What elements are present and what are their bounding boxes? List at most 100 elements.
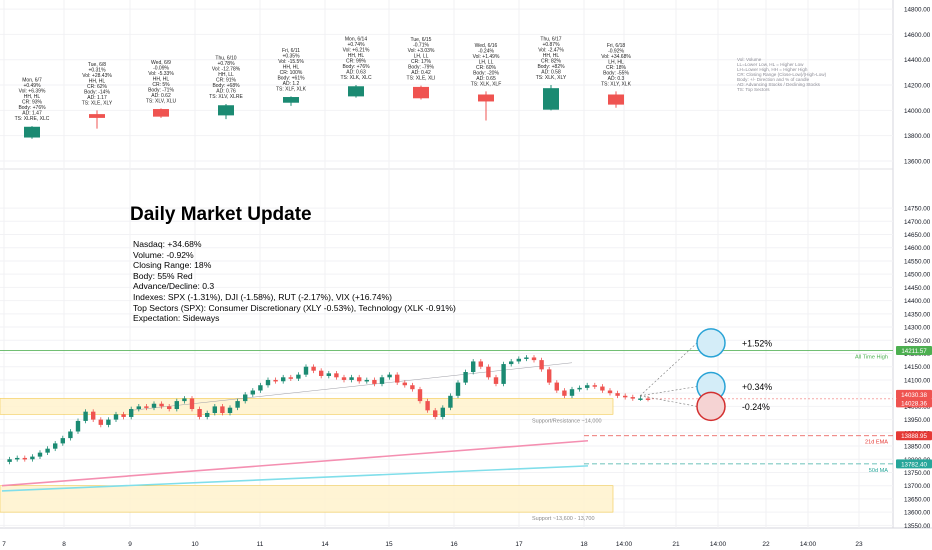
price-tick-label: 13750.00 bbox=[904, 470, 931, 477]
time-tick-label: 18 bbox=[580, 541, 588, 548]
price-candle-body bbox=[159, 403, 164, 407]
price-candle-body bbox=[37, 452, 43, 457]
candle-body bbox=[608, 94, 624, 105]
projection-line bbox=[639, 342, 698, 397]
candle-annotation: Body: -55% bbox=[603, 70, 629, 76]
candle-body bbox=[24, 126, 40, 138]
candle-annotation: CR: 82% bbox=[541, 59, 562, 65]
legend-line: LH=Lower High, HH = Higher High bbox=[737, 67, 808, 72]
price-candle-body bbox=[372, 379, 377, 384]
level-price-tag bbox=[896, 431, 932, 441]
price-candle-body bbox=[645, 398, 651, 400]
price-candle-body bbox=[113, 414, 119, 420]
price-candle-body bbox=[68, 431, 73, 439]
price-candle-body bbox=[455, 382, 461, 396]
candle-annotation: +0.31% bbox=[88, 67, 106, 73]
time-tick-label: 11 bbox=[257, 541, 264, 548]
price-candle-body bbox=[410, 385, 415, 390]
summary-line: Body: 55% Red bbox=[133, 270, 193, 281]
candle-annotation: Vol: +1.49% bbox=[473, 54, 500, 60]
price-candle-body bbox=[395, 374, 400, 383]
candle-annotation: LH, HL bbox=[608, 59, 624, 65]
candle-body bbox=[153, 109, 169, 117]
price-candle-body bbox=[501, 364, 506, 384]
scenario-circle bbox=[696, 391, 726, 422]
legend-line: Body: +/- Direction and % of candle bbox=[737, 77, 810, 82]
candle-annotation: Fri, 6/18 bbox=[607, 43, 626, 49]
price-tick-label: 14500.00 bbox=[904, 272, 931, 279]
candle-annotation: AD: 0.3 bbox=[608, 76, 625, 82]
last-price-tag-label: 14030.38 bbox=[901, 392, 927, 399]
price-candle-body bbox=[60, 438, 65, 444]
candle-body bbox=[348, 86, 364, 97]
price-candle-body bbox=[235, 401, 240, 408]
price-candle-body bbox=[205, 412, 210, 417]
candle-annotation: CR: 100% bbox=[280, 70, 303, 76]
candle-annotation: AD: 0.76 bbox=[216, 88, 236, 94]
time-tick-label: 14:00 bbox=[710, 541, 727, 548]
price-candle-body bbox=[258, 385, 263, 391]
scenario-label: +1.52% bbox=[742, 338, 772, 348]
candle-annotation: Body: +82% bbox=[537, 64, 565, 70]
price-candle-body bbox=[136, 406, 141, 410]
candle-annotation: AD: 0.62 bbox=[151, 93, 171, 99]
price-candle-body bbox=[562, 390, 567, 396]
level-price-tag-label: 14211.57 bbox=[901, 348, 927, 355]
time-tick-label: 14:00 bbox=[616, 541, 633, 548]
support-zone bbox=[0, 398, 614, 415]
projection-line bbox=[639, 386, 698, 397]
chart-title: Daily Market Update bbox=[130, 204, 312, 225]
price-tick-label: 14200.00 bbox=[904, 83, 931, 90]
price-tick-label: 13850.00 bbox=[904, 444, 931, 451]
time-tick-label: 10 bbox=[191, 541, 199, 548]
price-candle-body bbox=[167, 406, 172, 410]
candle-annotation: Vol: +34.68% bbox=[601, 54, 631, 60]
candle-annotation: AD: 1.47 bbox=[22, 111, 42, 117]
price-candle-body bbox=[478, 361, 483, 367]
price-candle-body bbox=[387, 374, 392, 378]
price-candle-body bbox=[129, 409, 134, 417]
candle-annotation: Tue, 6/15 bbox=[411, 37, 432, 43]
price-candle-body bbox=[569, 389, 575, 396]
legend-line: Vol: Volume bbox=[737, 57, 762, 62]
summary-line: Nasdaq: +34.68% bbox=[133, 239, 202, 249]
price-candle-body bbox=[30, 456, 35, 460]
candle-annotation: AD: 0.63 bbox=[346, 70, 366, 76]
legend-line: CR: Closing Range (Close-Low)/(High-Low) bbox=[737, 72, 827, 77]
candle-annotation: TS: XLRE, XLC bbox=[15, 116, 50, 122]
candle-annotation: Body: +76% bbox=[342, 64, 370, 70]
candle-annotation: TS: XLF, XLK bbox=[276, 86, 307, 92]
candle-annotation: Body: +68% bbox=[212, 83, 240, 89]
candle-annotation: TS: XLK, XLC bbox=[340, 75, 372, 81]
price-candle-body bbox=[357, 377, 362, 382]
level-price-tag-label: 13888.95 bbox=[901, 433, 927, 440]
scenario-circle bbox=[696, 328, 726, 358]
candle-body bbox=[218, 105, 234, 116]
price-tick-label: 14100.00 bbox=[904, 377, 931, 384]
price-candle-body bbox=[592, 385, 597, 387]
price-candle-body bbox=[174, 401, 179, 410]
price-candle-body bbox=[630, 397, 635, 399]
legend-line: TS: Top Sectors bbox=[737, 87, 770, 92]
level-price-tag-label: 13782.40 bbox=[901, 461, 927, 468]
price-tick-label: 14750.00 bbox=[904, 206, 931, 213]
ema21-line bbox=[1, 439, 589, 487]
price-candle-body bbox=[524, 357, 529, 359]
candle-annotation: Body: +76% bbox=[18, 105, 46, 111]
time-tick-label: 8 bbox=[62, 541, 66, 548]
price-candle-body bbox=[182, 398, 187, 402]
candle-annotation: +0.35% bbox=[282, 53, 300, 59]
price-candle-body bbox=[212, 406, 217, 413]
candle-annotation: Body: -71% bbox=[148, 87, 174, 93]
candle-annotation: Body: -20% bbox=[473, 70, 499, 76]
scenario-label: -0.24% bbox=[742, 402, 770, 412]
price-candle-body bbox=[486, 366, 491, 378]
price-candle-body bbox=[463, 372, 468, 383]
candle-annotation: Vol: +6.21% bbox=[343, 48, 370, 54]
price-tick-label: 14400.00 bbox=[904, 298, 931, 305]
candle-body bbox=[89, 114, 105, 118]
candle-body bbox=[478, 94, 494, 102]
candle-annotation: HH, HL bbox=[89, 78, 106, 84]
price-candle-body bbox=[311, 366, 316, 371]
